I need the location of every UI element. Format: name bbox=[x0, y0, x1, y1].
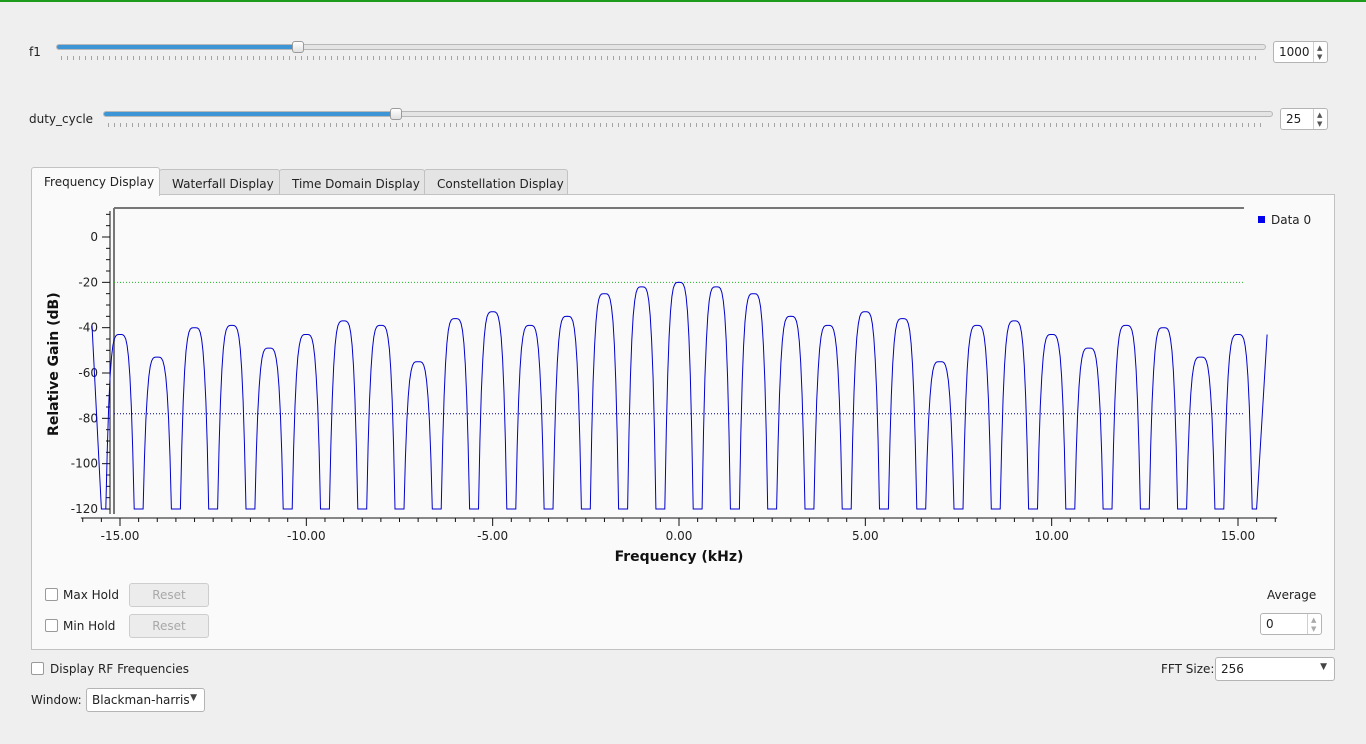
f1-slider-ticks bbox=[61, 56, 1259, 60]
chevron-down-icon: ▼ bbox=[1320, 662, 1327, 672]
f1-label: f1 bbox=[29, 45, 41, 59]
y-tick-label: -60 bbox=[78, 366, 98, 380]
tab-time-domain-display[interactable]: Time Domain Display bbox=[279, 169, 425, 195]
x-tick-label: -10.00 bbox=[287, 529, 326, 543]
y-axis-label: Relative Gain (dB) bbox=[46, 292, 62, 436]
legend-label: Data 0 bbox=[1271, 213, 1311, 227]
average-spin-arrows[interactable]: ▲ ▼ bbox=[1307, 614, 1321, 634]
f1-slider[interactable] bbox=[56, 44, 1266, 50]
frequency-plot[interactable]: 0 -20 -40 -60 -80 -100 -120-15.00 -10.00 -5.00 0.… bbox=[32, 195, 1334, 575]
spin-up-icon[interactable]: ▲ bbox=[1317, 111, 1323, 119]
window-combobox[interactable]: Blackman-harris ▼ bbox=[86, 688, 205, 712]
legend-swatch bbox=[1258, 216, 1265, 223]
window-top-accent bbox=[0, 0, 1366, 2]
window-label: Window: bbox=[31, 693, 82, 707]
y-tick-label: -40 bbox=[78, 321, 98, 335]
spin-down-icon[interactable]: ▼ bbox=[1311, 625, 1317, 633]
y-tick-label: -100 bbox=[71, 457, 98, 471]
min-hold-checkbox[interactable] bbox=[45, 619, 58, 632]
x-tick-label: 15.00 bbox=[1221, 529, 1255, 543]
f1-spin-arrows[interactable]: ▲ ▼ bbox=[1313, 42, 1327, 62]
f1-spinbox[interactable]: 1000 ▲ ▼ bbox=[1273, 41, 1328, 63]
duty-cycle-spinbox[interactable]: 25 ▲ ▼ bbox=[1280, 108, 1328, 130]
spin-up-icon[interactable]: ▲ bbox=[1311, 616, 1317, 624]
x-tick-label: -5.00 bbox=[477, 529, 508, 543]
duty-cycle-label: duty_cycle bbox=[29, 112, 94, 126]
max-hold-reset-button[interactable]: Reset bbox=[129, 583, 209, 607]
tab-constellation-display[interactable]: Constellation Display bbox=[424, 169, 568, 195]
y-tick-label: -20 bbox=[78, 275, 98, 289]
average-value: 0 bbox=[1266, 617, 1274, 631]
duty-cycle-slider[interactable] bbox=[103, 111, 1273, 117]
f1-value: 1000 bbox=[1279, 45, 1310, 59]
x-axis-label: Frequency (kHz) bbox=[615, 549, 744, 565]
duty-cycle-slider-handle[interactable] bbox=[389, 108, 402, 120]
min-hold-reset-button[interactable]: Reset bbox=[129, 614, 209, 638]
spin-up-icon[interactable]: ▲ bbox=[1317, 44, 1323, 52]
average-spinbox[interactable]: 0 ▲ ▼ bbox=[1260, 613, 1322, 635]
max-hold-checkbox[interactable] bbox=[45, 588, 58, 601]
f1-slider-handle[interactable] bbox=[292, 41, 304, 53]
fft-size-value: 256 bbox=[1221, 662, 1244, 676]
f1-slider-fill bbox=[57, 45, 299, 49]
duty-cycle-value: 25 bbox=[1286, 112, 1302, 126]
fft-size-combobox[interactable]: 256 ▼ bbox=[1215, 657, 1335, 681]
y-tick-label: -120 bbox=[71, 502, 98, 516]
min-hold-label: Min Hold bbox=[63, 619, 116, 633]
x-tick-label: 5.00 bbox=[852, 529, 879, 543]
y-tick-label: 0 bbox=[90, 230, 98, 244]
x-tick-label: 0.00 bbox=[666, 529, 693, 543]
average-label: Average bbox=[1267, 588, 1317, 602]
spin-down-icon[interactable]: ▼ bbox=[1317, 120, 1323, 128]
y-tick-label: -80 bbox=[78, 411, 98, 425]
chevron-down-icon: ▼ bbox=[190, 693, 197, 703]
duty-cycle-slider-ticks bbox=[108, 123, 1266, 127]
max-hold-label: Max Hold bbox=[63, 588, 119, 602]
duty-cycle-slider-fill bbox=[104, 112, 397, 116]
x-tick-label: -15.00 bbox=[101, 529, 140, 543]
fft-size-label: FFT Size: bbox=[1161, 662, 1215, 676]
frequency-display-panel: 0 -20 -40 -60 -80 -100 -120 -15.00 -10.00 -5.00 0.… bbox=[31, 194, 1335, 650]
window-value: Blackman-harris bbox=[92, 693, 190, 707]
x-tick-label: 10.00 bbox=[1034, 529, 1068, 543]
tab-frequency-display[interactable]: Frequency Display bbox=[31, 167, 160, 196]
display-rf-checkbox[interactable] bbox=[31, 662, 44, 675]
spin-down-icon[interactable]: ▼ bbox=[1317, 53, 1323, 61]
duty-cycle-spin-arrows[interactable]: ▲ ▼ bbox=[1313, 109, 1327, 129]
tab-waterfall-display[interactable]: Waterfall Display bbox=[159, 169, 280, 195]
display-rf-label: Display RF Frequencies bbox=[50, 662, 189, 676]
data-0-trace bbox=[91, 281, 1268, 510]
